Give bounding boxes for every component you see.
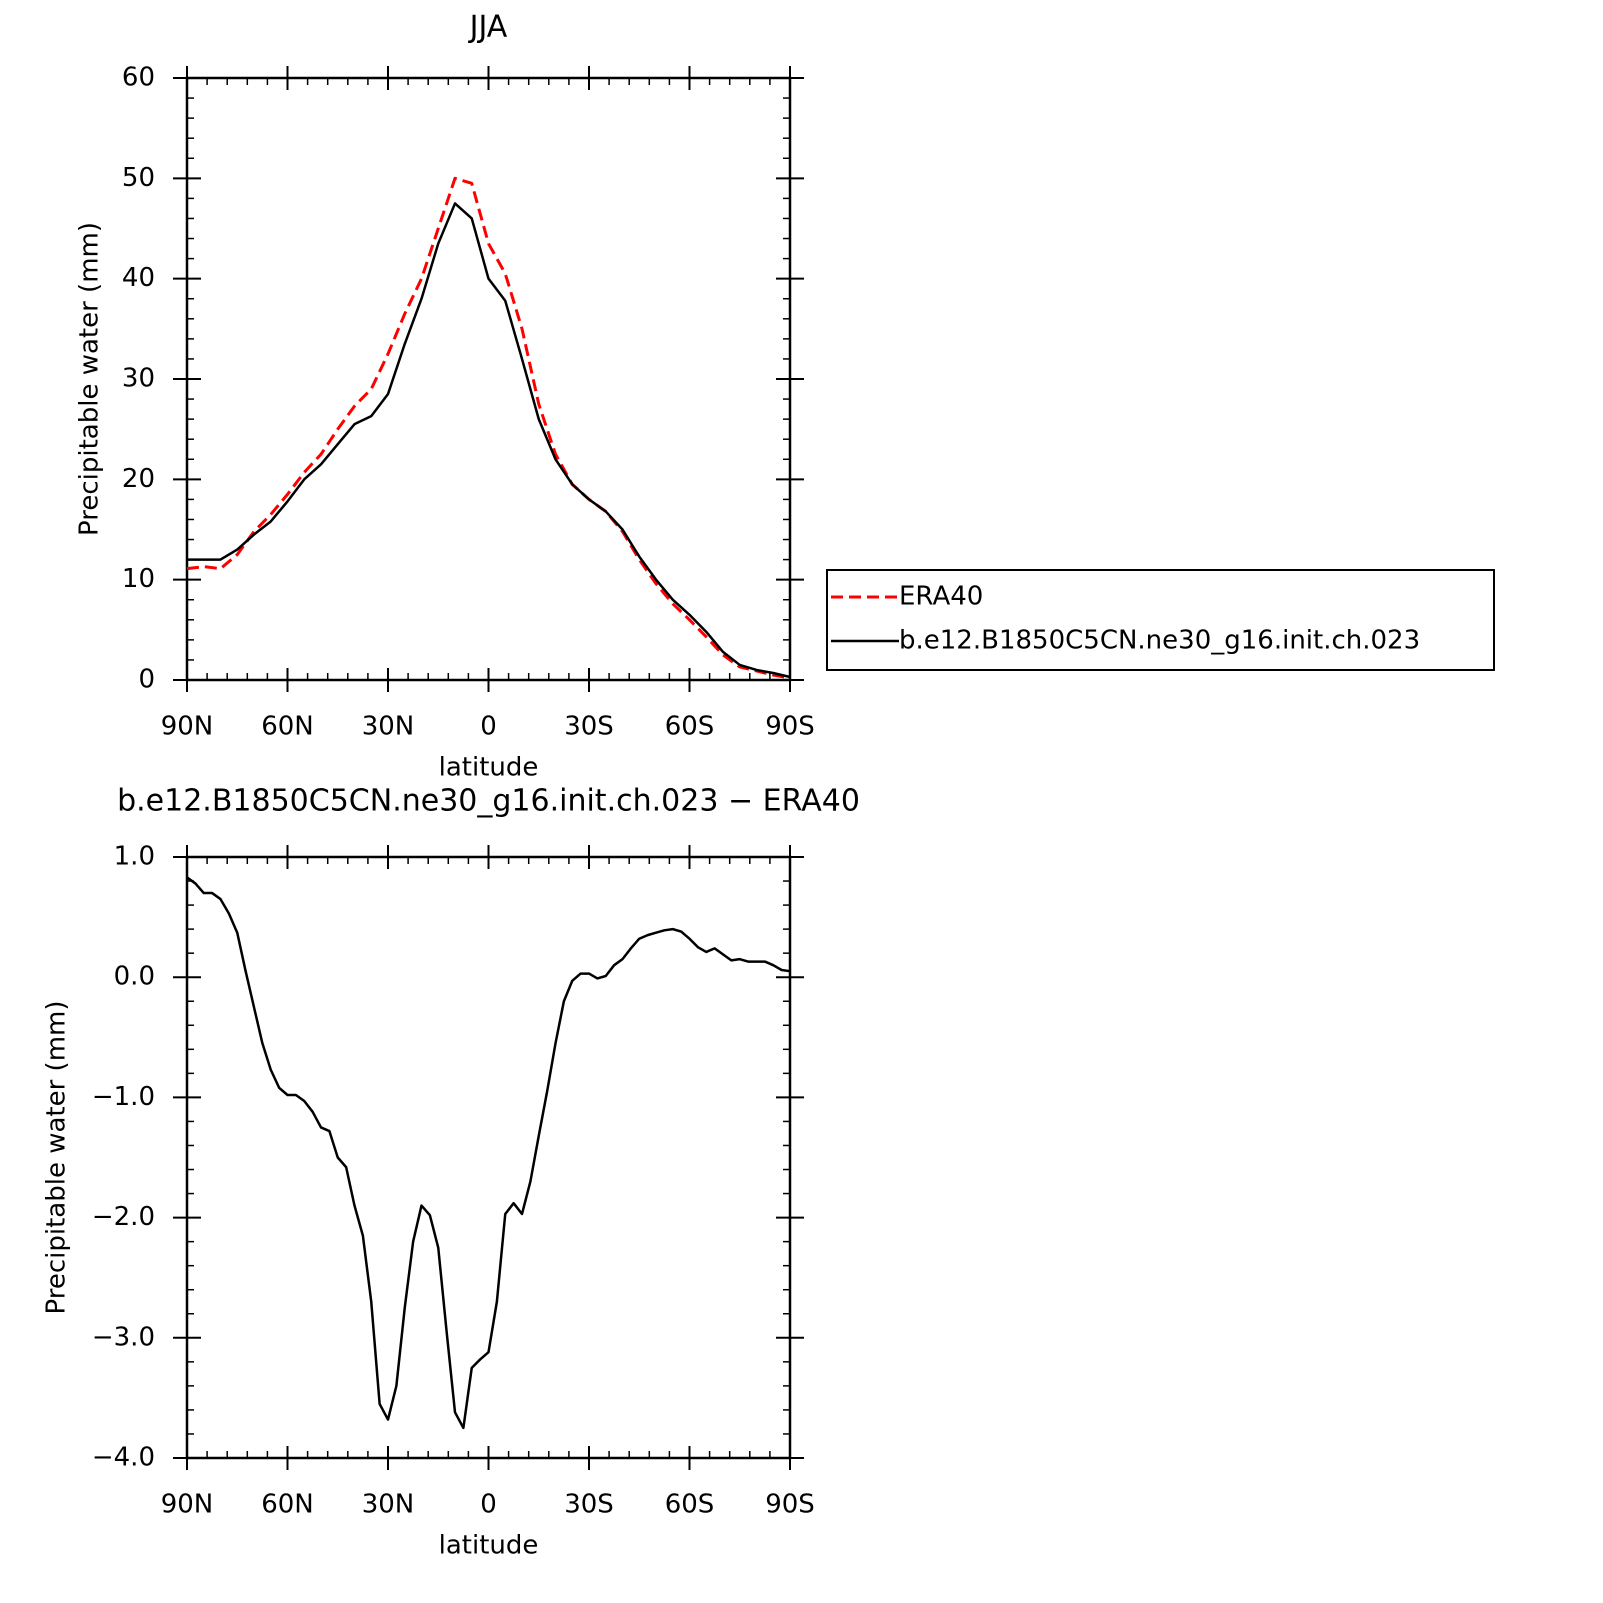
x-tick-label: 90N	[161, 712, 214, 742]
x-tick-label: 30N	[362, 712, 415, 742]
x-tick-label: 90S	[765, 1490, 815, 1520]
y-tick-label: 0	[138, 665, 155, 695]
x-axis-label: latitude	[439, 1531, 539, 1561]
y-axis-label: Precipitable water (mm)	[75, 222, 105, 536]
x-tick-label: 0	[480, 1490, 497, 1520]
x-tick-label: 30S	[564, 1490, 614, 1520]
legend-label: b.e12.B1850C5CN.ne30_g16.init.ch.023	[899, 626, 1420, 656]
y-tick-label: −1.0	[92, 1082, 155, 1112]
y-tick-label: 10	[122, 564, 155, 594]
x-tick-label: 30S	[564, 712, 614, 742]
legend-box	[826, 569, 1495, 671]
x-tick-label: 90S	[765, 712, 815, 742]
y-tick-label: 60	[122, 63, 155, 93]
x-tick-label: 60N	[261, 712, 314, 742]
series-line	[186, 176, 791, 680]
x-tick-label: 30N	[362, 1490, 415, 1520]
y-tick-label: −3.0	[92, 1322, 155, 1352]
x-tick-label: 90N	[161, 1490, 214, 1520]
y-tick-label: −4.0	[92, 1443, 155, 1473]
y-tick-label: −2.0	[92, 1202, 155, 1232]
series-line	[186, 876, 791, 1430]
x-axis-label: latitude	[439, 753, 539, 783]
legend-label: ERA40	[899, 582, 983, 612]
x-tick-label: 60S	[665, 1490, 715, 1520]
plot-frame	[185, 855, 792, 1460]
y-tick-label: 0.0	[114, 962, 155, 992]
y-tick-label: 20	[122, 464, 155, 494]
series-line	[187, 202, 791, 679]
chart-title: b.e12.B1850C5CN.ne30_g16.init.ch.023 − E…	[117, 784, 860, 819]
plot-frame	[185, 76, 792, 682]
y-axis-label: Precipitable water (mm)	[42, 1001, 72, 1315]
y-tick-label: 1.0	[114, 842, 155, 872]
x-tick-label: 60S	[665, 712, 715, 742]
x-tick-label: 60N	[261, 1490, 314, 1520]
chart-title: JJA	[468, 10, 508, 45]
y-tick-label: 50	[122, 163, 155, 193]
y-tick-label: 40	[122, 263, 155, 293]
x-tick-label: 0	[480, 712, 497, 742]
y-tick-label: 30	[122, 364, 155, 394]
